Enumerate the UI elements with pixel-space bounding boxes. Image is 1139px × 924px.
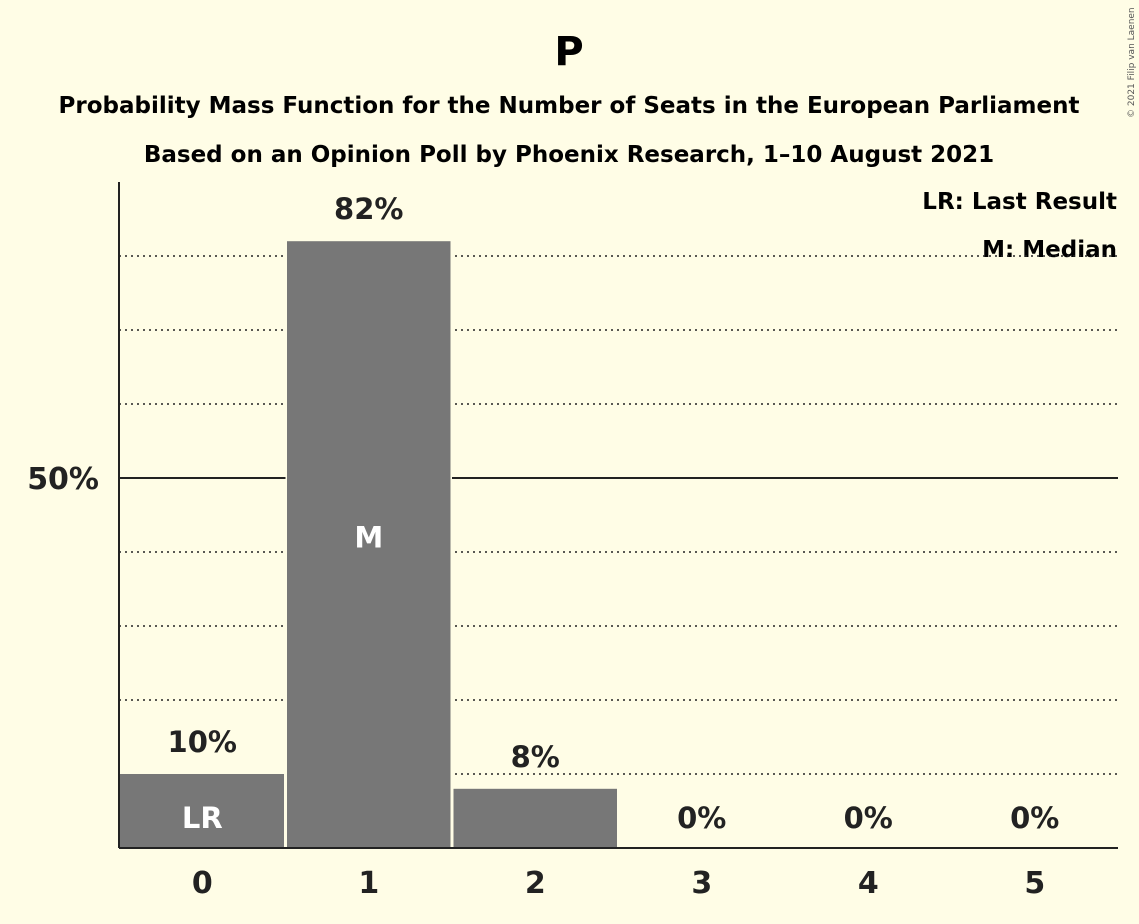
value-label: 0% — [844, 801, 893, 835]
chart-subtitle-line1: Probability Mass Function for the Number… — [59, 93, 1080, 119]
legend-last-result: LR: Last Result — [922, 189, 1117, 215]
value-label: 10% — [168, 725, 237, 759]
copyright-notice: © 2021 Filip van Laenen — [1127, 7, 1137, 118]
x-tick-label: 4 — [858, 866, 879, 901]
x-tick-label: 5 — [1024, 866, 1045, 901]
chart-title: P — [554, 29, 583, 75]
value-label: 82% — [334, 192, 403, 226]
bar-1 — [287, 241, 451, 848]
in-bar-label: M — [354, 521, 383, 555]
grid-layer — [119, 255, 1118, 775]
bar-2 — [453, 788, 617, 848]
axis-layer — [118, 182, 1118, 849]
legend-median: M: Median — [982, 237, 1117, 263]
label-layer: 50% 10% LR 0 82% M 1 8% 2 0% 3 0% 4 0% 5 — [27, 192, 1059, 901]
value-label: 0% — [677, 801, 726, 835]
x-tick-label: 0 — [192, 866, 213, 901]
in-bar-label: LR — [182, 801, 223, 835]
value-label: 8% — [511, 740, 560, 774]
x-tick-label: 3 — [691, 866, 712, 901]
bar-layer — [119, 238, 619, 848]
chart-subtitle-line2: Based on an Opinion Poll by Phoenix Rese… — [144, 142, 994, 168]
x-tick-label: 1 — [358, 866, 379, 901]
x-tick-label: 2 — [525, 866, 546, 901]
bar-0 — [119, 774, 284, 848]
value-label: 0% — [1010, 801, 1059, 835]
y-tick-label: 50% — [27, 462, 99, 497]
